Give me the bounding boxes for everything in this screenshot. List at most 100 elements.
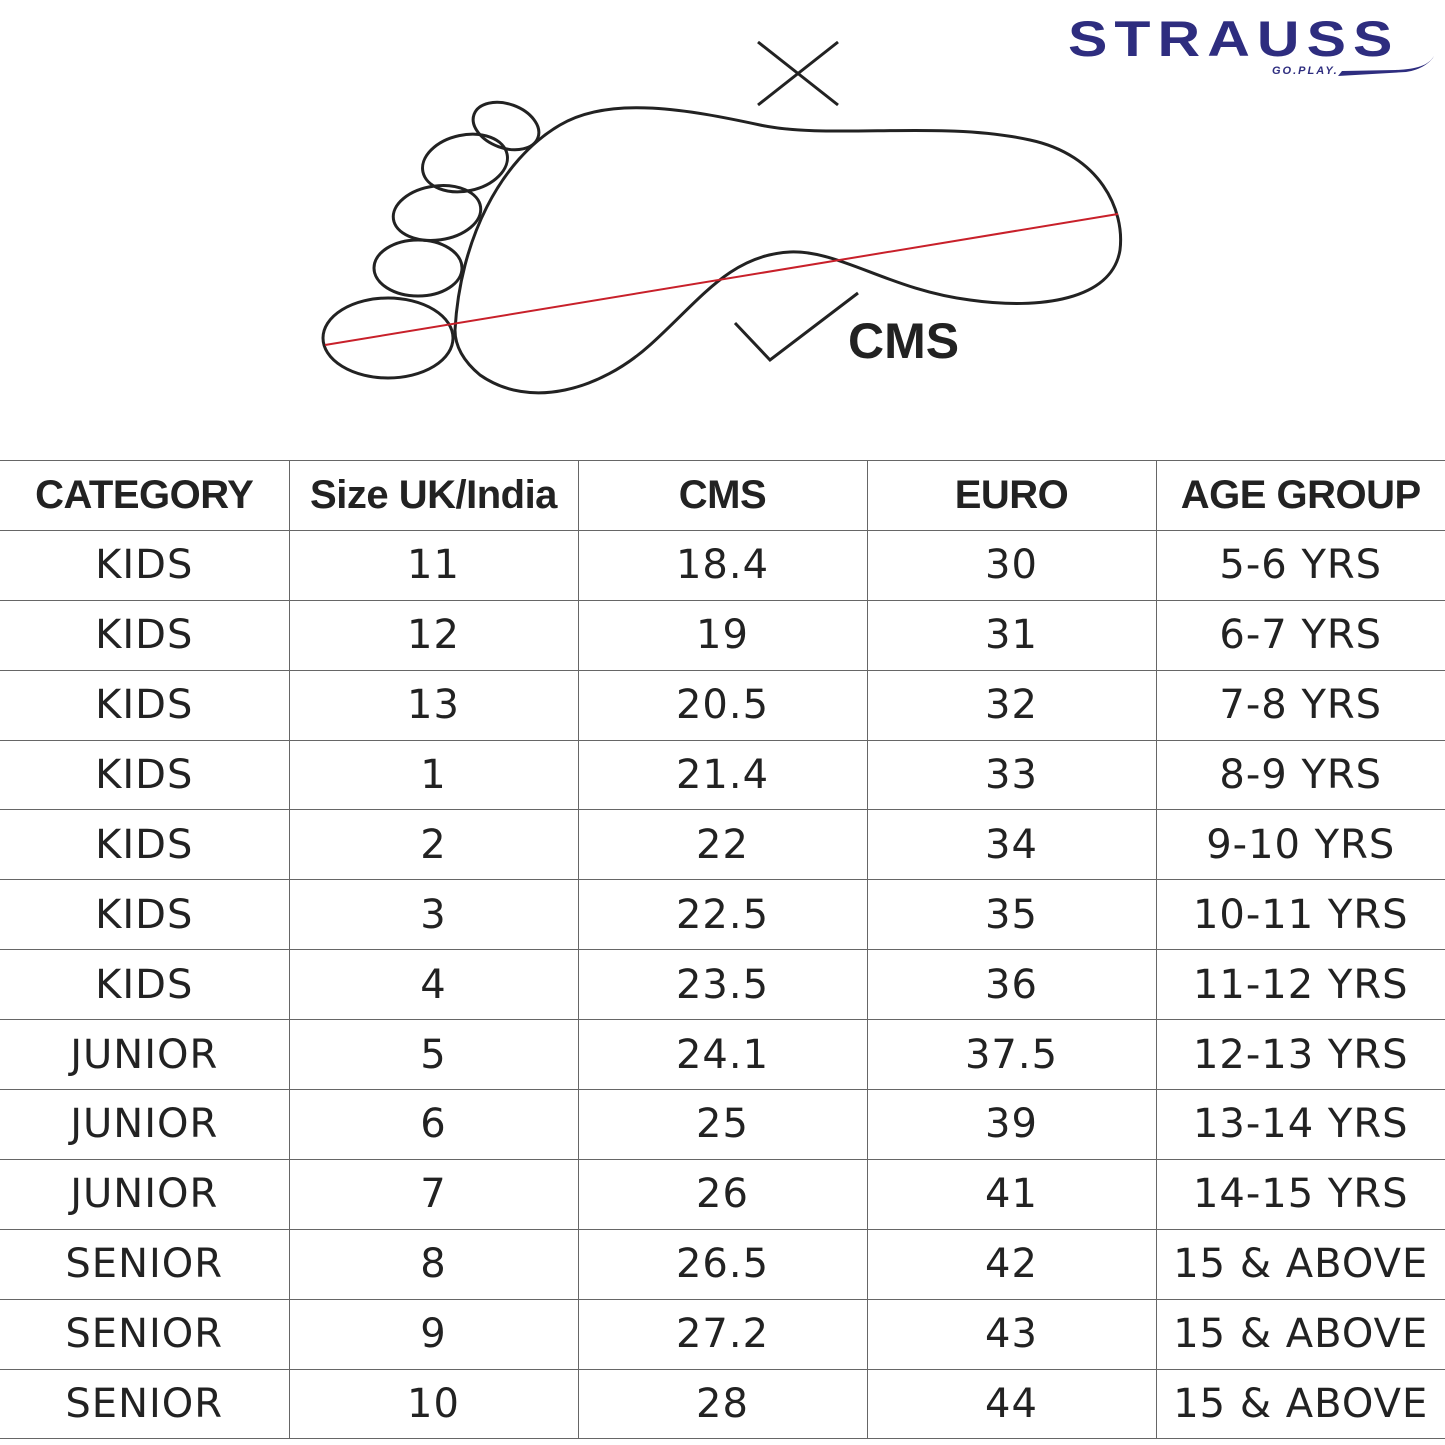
swoosh-icon: [1338, 56, 1434, 76]
table-cell: 25: [577, 1089, 868, 1160]
table-cell: 15 & ABOVE: [1155, 1298, 1445, 1370]
table-cell: 14-15 YRS: [1155, 1158, 1445, 1230]
table-row: SENIOR 9 27.2 43 15 & ABOVE: [0, 1298, 1445, 1370]
table-cell: 20.5: [577, 669, 868, 741]
table-cell: 10: [288, 1368, 579, 1440]
table-cell: 26.5: [577, 1228, 868, 1300]
table-cell: 22: [577, 809, 868, 881]
table-row: KIDS 13 20.5 32 7-8 YRS: [0, 669, 1445, 741]
table-cell: 36: [866, 949, 1157, 1021]
table-cell: 7: [288, 1158, 579, 1230]
toe: [471, 100, 541, 152]
table-row: SENIOR 10 28 44 15 & ABOVE: [0, 1368, 1445, 1440]
table-cell: 31: [866, 599, 1157, 671]
table-cell: SENIOR: [0, 1228, 290, 1300]
toe: [421, 132, 509, 194]
table-cell: KIDS: [0, 739, 290, 811]
table-cell: 15 & ABOVE: [1155, 1228, 1445, 1300]
table-cell: SENIOR: [0, 1298, 290, 1370]
table-row: KIDS 3 22.5 35 10-11 YRS: [0, 879, 1445, 951]
table-cell: KIDS: [0, 669, 290, 741]
table-cell: 5-6 YRS: [1155, 529, 1445, 601]
table-cell: 44: [866, 1368, 1157, 1440]
table-cell: 11: [288, 529, 579, 601]
brand-logo: STRAUSS GO.PLAY.: [1068, 12, 1438, 82]
table-row: KIDS 1 21.4 33 8-9 YRS: [0, 739, 1445, 811]
table-cell: 6-7 YRS: [1155, 599, 1445, 671]
foot-measurement-diagram: [321, 40, 1123, 395]
table-cell: KIDS: [0, 879, 290, 951]
foot-outline: [321, 100, 1123, 395]
table-cell: 12: [288, 599, 579, 671]
table-cell: KIDS: [0, 599, 290, 671]
table-cell: 42: [866, 1228, 1157, 1300]
table-cell: KIDS: [0, 949, 290, 1021]
table-cell: JUNIOR: [0, 1158, 290, 1230]
check-icon: [733, 291, 859, 363]
toe: [372, 238, 464, 298]
table-cell: 5: [288, 1019, 579, 1091]
cross-icon: [757, 40, 839, 107]
table-row: JUNIOR 5 24.1 37.5 12-13 YRS: [0, 1019, 1445, 1091]
table-header-row: CATEGORY Size UK/India CMS EURO AGE GROUP: [0, 460, 1445, 531]
table-cell: 2: [288, 809, 579, 881]
table-cell: 15 & ABOVE: [1155, 1368, 1445, 1440]
table-cell: 32: [866, 669, 1157, 741]
table-cell: 8: [288, 1228, 579, 1300]
table-cell: 43: [866, 1298, 1157, 1370]
table-cell: 10-11 YRS: [1155, 879, 1445, 951]
table-cell: 19: [577, 599, 868, 671]
column-header: CMS: [577, 460, 868, 531]
table-cell: 37.5: [866, 1019, 1157, 1091]
column-header: AGE GROUP: [1155, 460, 1445, 531]
table-row: KIDS 2 22 34 9-10 YRS: [0, 809, 1445, 881]
table-cell: 35: [866, 879, 1157, 951]
table-cell: 18.4: [577, 529, 868, 601]
table-row: KIDS 12 19 31 6-7 YRS: [0, 599, 1445, 671]
column-header: Size UK/India: [288, 460, 579, 531]
big-toe: [321, 296, 455, 380]
table-cell: 9-10 YRS: [1155, 809, 1445, 881]
measure-unit-label: CMS: [848, 313, 960, 369]
column-header: CATEGORY: [0, 460, 290, 531]
table-cell: 41: [866, 1158, 1157, 1230]
table-cell: 33: [866, 739, 1157, 811]
table-cell: 24.1: [577, 1019, 868, 1091]
table-cell: 13-14 YRS: [1155, 1089, 1445, 1160]
table-cell: 39: [866, 1089, 1157, 1160]
table-cell: 11-12 YRS: [1155, 949, 1445, 1021]
table-cell: SENIOR: [0, 1368, 290, 1440]
table-cell: 1: [288, 739, 579, 811]
table-cell: 4: [288, 949, 579, 1021]
table-cell: 3: [288, 879, 579, 951]
sole: [453, 106, 1123, 395]
table-cell: 28: [577, 1368, 868, 1440]
column-header: EURO: [866, 460, 1157, 531]
brand-tagline: GO.PLAY.: [1272, 65, 1339, 77]
table-cell: KIDS: [0, 809, 290, 881]
table-cell: KIDS: [0, 529, 290, 601]
table-row: KIDS 11 18.4 30 5-6 YRS: [0, 529, 1445, 601]
table-cell: JUNIOR: [0, 1089, 290, 1160]
measure-line: [324, 213, 1119, 346]
table-row: KIDS 4 23.5 36 11-12 YRS: [0, 949, 1445, 1021]
table-cell: 26: [577, 1158, 868, 1230]
table-row: SENIOR 8 26.5 42 15 & ABOVE: [0, 1228, 1445, 1300]
table-cell: 27.2: [577, 1298, 868, 1370]
table-cell: 22.5: [577, 879, 868, 951]
table-cell: 34: [866, 809, 1157, 881]
brand-name: STRAUSS: [1068, 11, 1400, 67]
table-row: JUNIOR 7 26 41 14-15 YRS: [0, 1158, 1445, 1230]
table-cell: 21.4: [577, 739, 868, 811]
table-cell: 30: [866, 529, 1157, 601]
table-cell: 23.5: [577, 949, 868, 1021]
table-cell: JUNIOR: [0, 1019, 290, 1091]
table-cell: 6: [288, 1089, 579, 1160]
table-row: JUNIOR 6 25 39 13-14 YRS: [0, 1089, 1445, 1160]
table-cell: 12-13 YRS: [1155, 1019, 1445, 1091]
size-chart-table: CATEGORY Size UK/India CMS EURO AGE GROUP KI…: [0, 460, 1445, 1440]
table-cell: 9: [288, 1298, 579, 1370]
table-cell: 8-9 YRS: [1155, 739, 1445, 811]
table-cell: 7-8 YRS: [1155, 669, 1445, 741]
table-cell: 13: [288, 669, 579, 741]
